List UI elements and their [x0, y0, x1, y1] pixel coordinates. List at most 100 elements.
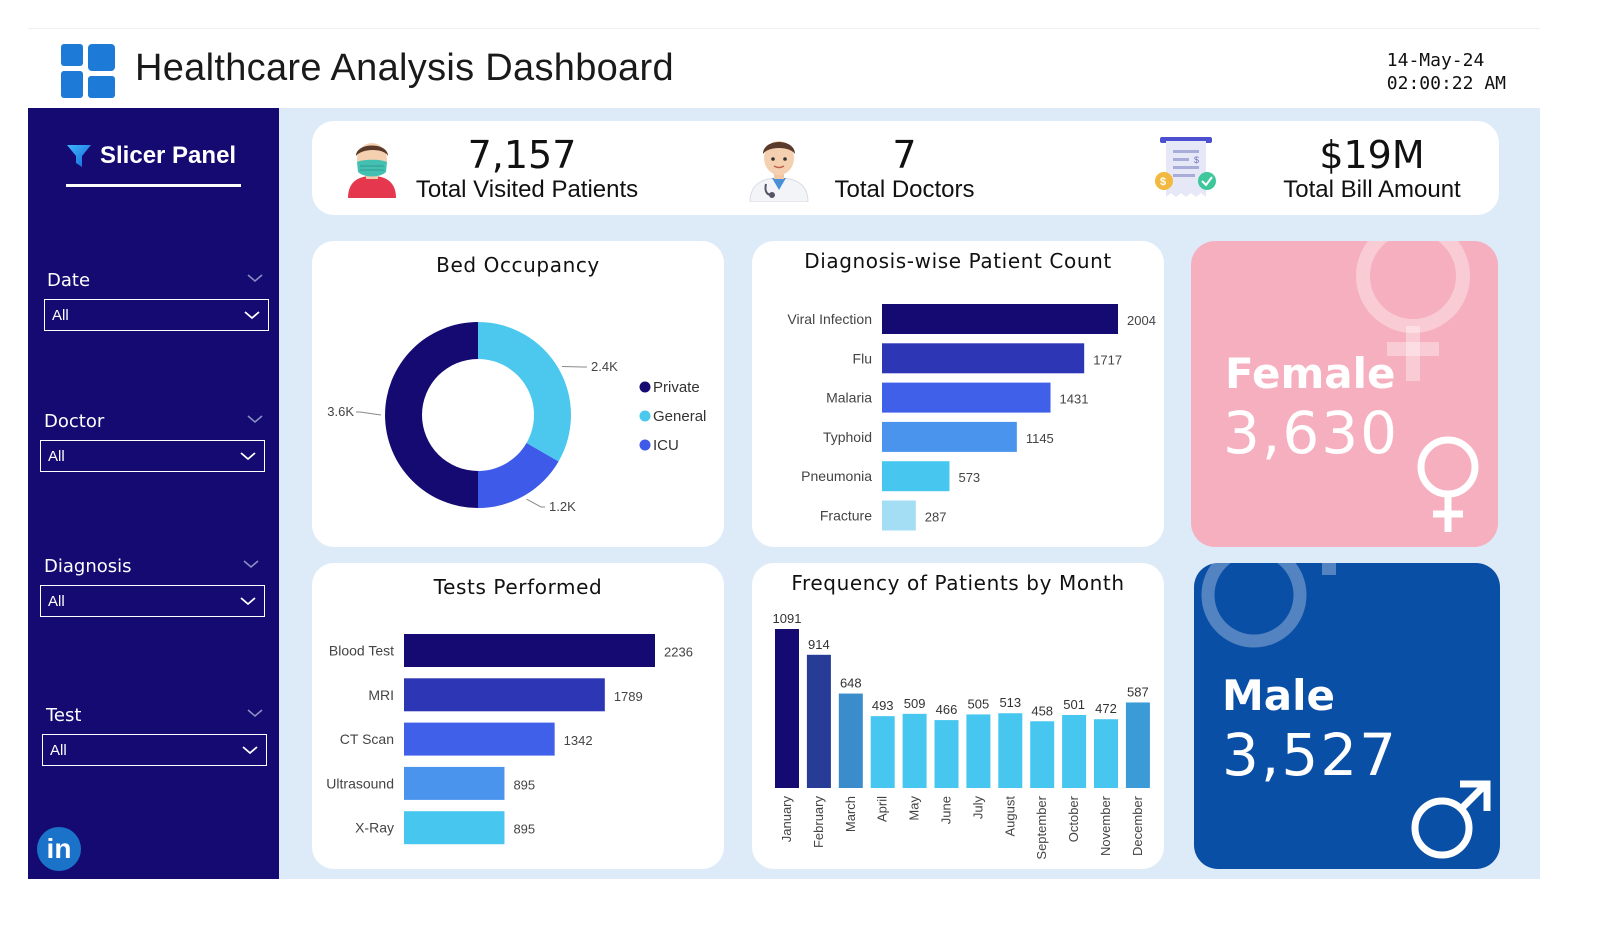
monthly-panel: Frequency of Patients by Month 1091 Janua…	[752, 563, 1164, 869]
bed-occupancy-panel: Bed Occupancy 3.6K 2.4K 1.2K Private General…	[312, 241, 724, 547]
month-axis-label: January	[779, 796, 794, 843]
month-bar	[934, 720, 959, 788]
kpi-total-patients: 7,157 Total Visited Patients	[312, 121, 712, 215]
bar-data-label: 287	[925, 510, 947, 525]
filter-dropdown-date[interactable]: All	[44, 299, 269, 331]
bar	[882, 343, 1085, 374]
filter-funnel-icon	[67, 145, 91, 167]
kpi-value-patients: 7,157	[467, 133, 577, 177]
month-axis-label: December	[1130, 795, 1145, 856]
month-data-label: 458	[1031, 703, 1053, 718]
month-axis-label: October	[1066, 795, 1081, 842]
donut-leader-line	[356, 411, 382, 416]
month-bar	[806, 654, 831, 788]
bar-category-label: Malaria	[826, 390, 872, 406]
donut-leader-line	[526, 498, 545, 508]
chevron-down-icon	[240, 452, 256, 461]
linkedin-icon[interactable]: in	[37, 827, 81, 871]
month-bar	[1062, 714, 1087, 788]
dashboard-logo-icon	[61, 44, 115, 98]
month-data-label: 914	[808, 637, 830, 652]
legend-marker-icu	[639, 439, 651, 451]
donut-data-label: 2.4K	[591, 359, 618, 374]
filter-dropdown-test[interactable]: All	[42, 734, 267, 766]
bar	[404, 811, 505, 845]
female-symbol-large-icon	[1356, 241, 1470, 381]
bar-category-label: X-Ray	[355, 820, 394, 836]
bar-data-label: 1717	[1093, 352, 1122, 367]
bed-occupancy-chart: 3.6K 2.4K 1.2K Private General ICU	[327, 322, 706, 514]
bar-data-label: 1145	[1026, 431, 1054, 446]
page-title: Healthcare Analysis Dashboard	[135, 47, 674, 89]
filter-label-doctor: Doctor	[44, 411, 105, 432]
month-axis-label: April	[875, 796, 890, 822]
bar-data-label: 2004	[1127, 313, 1156, 328]
slicer-title-underline	[66, 184, 241, 187]
bar-data-label: 1431	[1060, 392, 1089, 407]
bar-data-label: 573	[958, 470, 980, 485]
bar-category-label: MRI	[368, 687, 394, 703]
kpi-label-doctors: Total Doctors	[834, 176, 975, 203]
svg-text:$: $	[1194, 155, 1199, 165]
filter-dropdown-diagnosis[interactable]: All	[40, 585, 265, 617]
female-label: Female	[1225, 349, 1396, 398]
month-axis-label: June	[939, 796, 954, 824]
month-bar	[966, 714, 991, 788]
bar-category-label: CT Scan	[340, 731, 394, 747]
current-date: 14-May-24	[1386, 50, 1485, 71]
month-data-label: 587	[1127, 684, 1149, 699]
kpi-label-patients: Total Visited Patients	[415, 176, 639, 203]
bar-data-label: 895	[513, 822, 535, 837]
bar	[404, 678, 605, 712]
filter-value-doctor: All	[48, 448, 65, 465]
female-count: 3,630	[1223, 399, 1400, 467]
chevron-down-icon[interactable]	[243, 558, 259, 570]
slicer-panel-heading: Slicer Panel	[66, 142, 236, 170]
bar	[882, 500, 916, 531]
diagnosis-panel: Diagnosis-wise Patient Count Viral Infec…	[752, 241, 1164, 547]
bill-receipt-icon: $ $	[1155, 137, 1216, 197]
male-symbol-large-icon	[1201, 563, 1336, 648]
filter-label-diagnosis: Diagnosis	[44, 556, 132, 577]
month-axis-label: September	[1034, 795, 1049, 859]
filter-dropdown-doctor[interactable]: All	[40, 440, 265, 472]
kpi-strip: 7,157 Total Visited Patients 7	[312, 121, 1499, 215]
month-bar	[902, 713, 927, 788]
diagnosis-title: Diagnosis-wise Patient Count	[804, 249, 1112, 273]
legend-label-general: General	[653, 408, 706, 425]
legend-marker-private	[639, 381, 651, 393]
bar-category-label: Fracture	[820, 508, 872, 524]
header-bar: Healthcare Analysis Dashboard 14-May-24 …	[28, 28, 1540, 108]
female-card: Female 3,630	[1191, 241, 1498, 547]
donut-slice-general	[478, 322, 571, 462]
chevron-down-icon[interactable]	[247, 413, 263, 425]
legend-label-private: Private	[653, 379, 700, 396]
donut-slice-private	[385, 322, 478, 508]
chevron-down-icon	[242, 746, 258, 755]
filter-label-date: Date	[47, 270, 91, 291]
bar-data-label: 2236	[664, 645, 693, 660]
month-bar	[838, 693, 863, 788]
month-bar	[775, 629, 799, 788]
legend-marker-general	[639, 410, 651, 422]
chevron-down-icon[interactable]	[247, 707, 263, 719]
tests-panel: Tests Performed Blood Test 2236 MRI 1789 CT …	[312, 563, 724, 869]
bar	[404, 634, 655, 667]
bar-category-label: Blood Test	[329, 643, 394, 659]
chevron-down-icon	[240, 597, 256, 606]
patient-mask-icon	[348, 143, 396, 198]
kpi-total-doctors: 7 Total Doctors	[742, 121, 1062, 215]
donut-slice-icu	[478, 443, 559, 508]
filter-value-test: All	[50, 742, 67, 759]
tests-chart: Blood Test 2236 MRI 1789 CT Scan 1342 Ultrasou…	[326, 634, 693, 845]
bar	[882, 421, 1017, 452]
bar-data-label: 1342	[564, 733, 593, 748]
filter-label-test: Test	[46, 705, 82, 726]
bar-category-label: Ultrasound	[326, 775, 394, 791]
chevron-down-icon[interactable]	[247, 272, 263, 284]
legend-label-icu: ICU	[653, 437, 679, 454]
bar-data-label: 895	[513, 777, 535, 792]
bar-data-label: 1789	[614, 689, 643, 704]
month-bar	[1094, 719, 1118, 788]
